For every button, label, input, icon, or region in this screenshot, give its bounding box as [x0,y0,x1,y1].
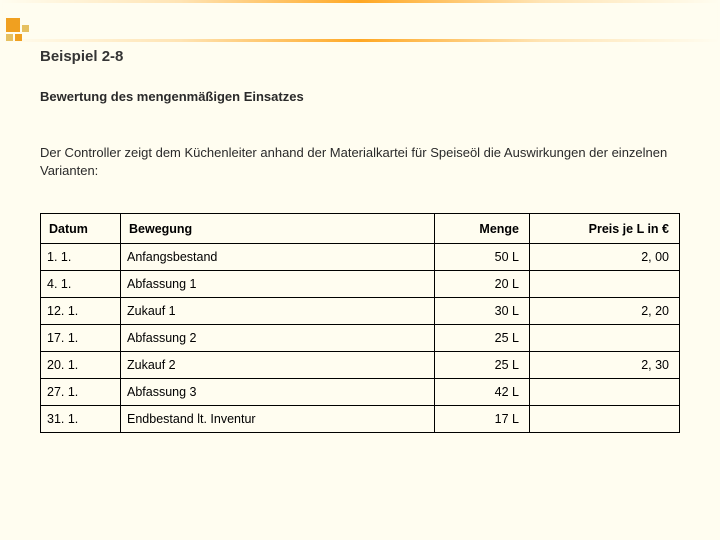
col-header-menge: Menge [435,214,530,244]
cell-bewegung: Abfassung 1 [121,271,435,298]
cell-datum: 27. 1. [41,379,121,406]
cell-bewegung: Zukauf 2 [121,352,435,379]
slide-content: Beispiel 2-8 Bewertung des mengenmäßigen… [40,48,680,433]
cell-preis: 2, 20 [530,298,680,325]
cell-datum: 31. 1. [41,406,121,433]
cell-menge: 25 L [435,352,530,379]
cell-datum: 12. 1. [41,298,121,325]
table-row: 31. 1. Endbestand lt. Inventur 17 L [41,406,680,433]
cell-datum: 1. 1. [41,244,121,271]
cell-menge: 50 L [435,244,530,271]
cell-bewegung: Zukauf 1 [121,298,435,325]
intro-paragraph: Der Controller zeigt dem Küchenleiter an… [40,144,680,179]
cell-bewegung: Abfassung 3 [121,379,435,406]
table-row: 27. 1. Abfassung 3 42 L [41,379,680,406]
cell-preis [530,271,680,298]
col-header-bewegung: Bewegung [121,214,435,244]
cell-menge: 25 L [435,325,530,352]
cell-menge: 20 L [435,271,530,298]
cell-menge: 17 L [435,406,530,433]
cell-menge: 42 L [435,379,530,406]
page-subtitle: Bewertung des mengenmäßigen Einsatzes [40,89,680,104]
cell-preis [530,379,680,406]
cell-datum: 4. 1. [41,271,121,298]
cell-preis [530,325,680,352]
data-table: Datum Bewegung Menge Preis je L in € 1. … [40,213,680,433]
cell-bewegung: Endbestand lt. Inventur [121,406,435,433]
table-row: 4. 1. Abfassung 1 20 L [41,271,680,298]
cell-preis: 2, 30 [530,352,680,379]
table-row: 20. 1. Zukauf 2 25 L 2, 30 [41,352,680,379]
col-header-datum: Datum [41,214,121,244]
cell-datum: 20. 1. [41,352,121,379]
page-title: Beispiel 2-8 [40,48,680,65]
cell-bewegung: Anfangsbestand [121,244,435,271]
table-row: 17. 1. Abfassung 2 25 L [41,325,680,352]
cell-bewegung: Abfassung 2 [121,325,435,352]
table-header-row: Datum Bewegung Menge Preis je L in € [41,214,680,244]
slide-top-gradient [0,0,720,42]
cell-preis: 2, 00 [530,244,680,271]
cell-menge: 30 L [435,298,530,325]
cell-datum: 17. 1. [41,325,121,352]
table-row: 1. 1. Anfangsbestand 50 L 2, 00 [41,244,680,271]
table-row: 12. 1. Zukauf 1 30 L 2, 20 [41,298,680,325]
col-header-preis: Preis je L in € [530,214,680,244]
cell-preis [530,406,680,433]
